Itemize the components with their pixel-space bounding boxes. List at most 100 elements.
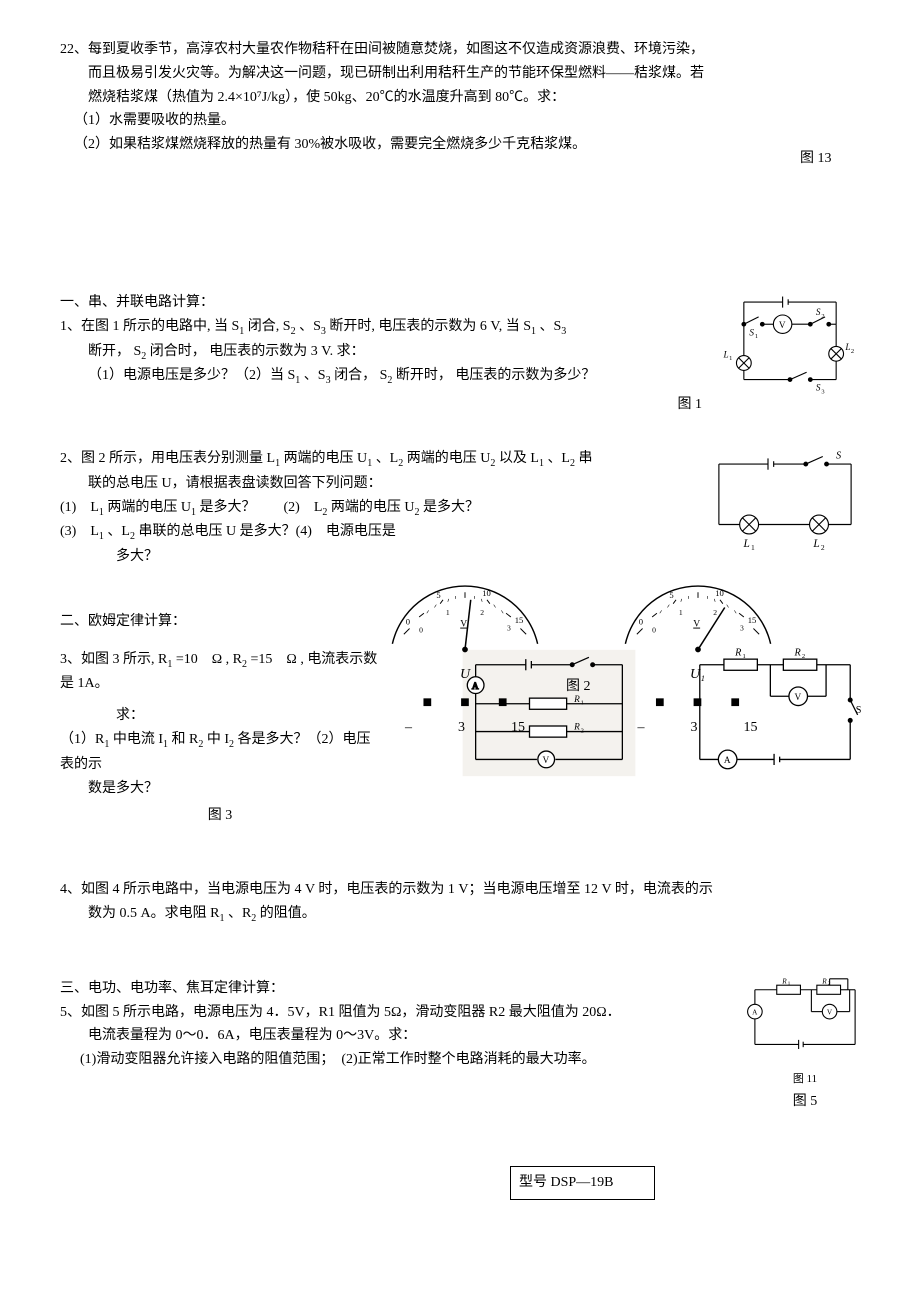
t: 2、图 2 所示，用电压表分别测量 L [60, 451, 275, 466]
svg-text:S: S [836, 450, 842, 461]
figure-5-circuit: R1 R2 A V 图 11 图 5 [740, 977, 870, 1114]
svg-text:R: R [821, 977, 827, 985]
t: (3) L [60, 524, 99, 539]
svg-text:5: 5 [669, 590, 673, 600]
svg-text:0: 0 [638, 617, 642, 627]
t: （1）电源电压是多少？（2）当 S [88, 368, 295, 383]
fig2-label: 图 2 [566, 675, 591, 699]
svg-text:A: A [752, 1008, 758, 1016]
question-4: 4、如图 4 所示电路中，当电源电压为 4 V 时，电压表的示数为 1 V；当电… [60, 878, 870, 927]
voltmeter-left: 0 5 10 15 0 1 2 3 V U ■■■ – 3 15 [370, 575, 560, 740]
t: 断开时, 电压表的示数为 6 V, 当 S [329, 319, 531, 334]
sub: 1 [295, 375, 300, 386]
svg-text:10: 10 [482, 588, 491, 598]
t: 数为 0.5 A。求电阻 R [88, 906, 219, 921]
meter-left-marks: ■■■ [370, 689, 560, 716]
svg-text:2: 2 [851, 348, 854, 355]
fig3-label: 图 3 [60, 804, 380, 828]
t: 、S [304, 368, 326, 383]
svg-text:0: 0 [419, 625, 423, 634]
t: 串 [579, 451, 593, 466]
svg-text:1: 1 [788, 981, 791, 987]
lo: 3 [691, 716, 698, 740]
svg-text:2: 2 [480, 608, 484, 617]
t: 两端的电压 U [284, 451, 368, 466]
svg-text:A: A [724, 756, 731, 766]
sub: 1 [531, 326, 536, 337]
meter-right-caption: U₁ [603, 663, 793, 687]
svg-text:V: V [827, 1008, 833, 1016]
t: 两端的电压 U [331, 500, 415, 515]
svg-text:3: 3 [740, 623, 744, 632]
meter-right-marks: ■■■ [603, 689, 793, 716]
question-22: 22、每到夏收季节，高淳农村大量农作物秸秆在田间被随意焚烧，如图这不仅造成资源浪… [60, 38, 870, 171]
q22-line3: 燃烧秸浆煤（热值为 2.4×10⁷J/kg），使 50kg、20℃的水温度升高到… [60, 86, 870, 110]
t: 断开时， 电压表的示数为多少？ [396, 368, 596, 383]
sub: 2 [387, 375, 392, 386]
svg-text:0: 0 [652, 625, 656, 634]
t: 、S [539, 319, 561, 334]
meter-left-caption: U [370, 663, 560, 687]
svg-text:V: V [779, 320, 786, 330]
q22-sub2: （2）如果秸浆煤燃烧释放的热量有 30%被水吸收，需要完全燃烧多少千克秸浆煤。 [60, 133, 800, 171]
voltmeter-right: 0 5 10 15 0 1 2 3 V U₁ ■■■ – 3 15 [603, 575, 793, 740]
hi: 15 [744, 716, 758, 740]
svg-text:3: 3 [821, 388, 824, 395]
svg-text:1: 1 [678, 608, 682, 617]
q3-sub1f: 数是多大？ [60, 777, 380, 801]
sub: 1 [239, 326, 244, 337]
meters-row: 0 5 10 15 0 1 2 3 V U ■■■ – 3 15 图 2 [370, 575, 870, 740]
section-1: S1 S2 V L1 L2 S3 一、串、并联电路计算： 1、在图 1 所示的电… [60, 291, 870, 417]
t: (1) L [60, 500, 99, 515]
svg-text:2: 2 [828, 981, 831, 987]
svg-text:15: 15 [747, 615, 756, 625]
t: 1、在图 1 所示的电路中, 当 S [60, 319, 239, 334]
q4-line1: 4、如图 4 所示电路中，当电源电压为 4 V 时，电压表的示数为 1 V；当电… [60, 878, 870, 902]
q22-line2: 而且极易引发火灾等。为解决这一问题，现已研制出利用秸秆生产的节能环保型燃料——秸… [60, 62, 870, 86]
figure-1-circuit: S1 S2 V L1 L2 S3 [710, 291, 870, 411]
question-2: S L1 L2 2、图 2 所示，用电压表分别测量 L 1 两端的电压 U 1 、L… [60, 447, 870, 740]
t: 是多大？ [423, 500, 479, 515]
sub: 3 [561, 326, 566, 337]
sub: 3 [321, 326, 326, 337]
svg-text:1: 1 [751, 543, 755, 551]
svg-text:L: L [723, 349, 729, 359]
sub: 2 [291, 326, 296, 337]
svg-text:S: S [816, 307, 821, 317]
svg-text:2: 2 [821, 313, 824, 320]
svg-text:5: 5 [436, 590, 440, 600]
meter-right-range: – 3 15 [603, 716, 793, 740]
svg-text:3: 3 [507, 623, 511, 632]
t: 、L [376, 451, 399, 466]
svg-text:S: S [816, 383, 821, 393]
t: 两端的电压 U [407, 451, 491, 466]
model-box: 型号 DSP—19B [510, 1166, 655, 1200]
t: 的阻值。 [260, 906, 316, 921]
t: 以及 L [499, 451, 539, 466]
svg-text:L: L [812, 538, 819, 550]
svg-text:2: 2 [713, 608, 717, 617]
svg-text:1: 1 [755, 333, 758, 340]
sub: 3 [326, 375, 331, 386]
svg-text:0: 0 [406, 617, 410, 627]
hi: 15 [511, 716, 525, 740]
fig5-label: 图 5 [740, 1090, 870, 1114]
figure-2-circuit: S L1 L2 [700, 447, 870, 560]
svg-text:L: L [742, 538, 749, 550]
t: 、S [299, 319, 321, 334]
sub: 2 [141, 350, 146, 361]
t: 闭合， S [334, 368, 387, 383]
svg-text:1: 1 [729, 355, 732, 362]
t: 闭合, S [248, 319, 291, 334]
q22-line1: 22、每到夏收季节，高淳农村大量农作物秸秆在田间被随意焚烧，如图这不仅造成资源浪… [60, 38, 870, 62]
svg-text:2: 2 [821, 543, 825, 551]
svg-text:10: 10 [715, 588, 724, 598]
svg-text:V: V [543, 756, 550, 766]
t: 、L [547, 451, 570, 466]
q22-fig-label: 图 13 [800, 133, 870, 171]
svg-text:L: L [844, 342, 850, 352]
lo: 3 [458, 716, 465, 740]
t: 两端的电压 U [107, 500, 191, 515]
dash: – [638, 716, 645, 740]
t: 串联的总电压 U 是多大？(4) 电源电压是 [138, 524, 395, 539]
